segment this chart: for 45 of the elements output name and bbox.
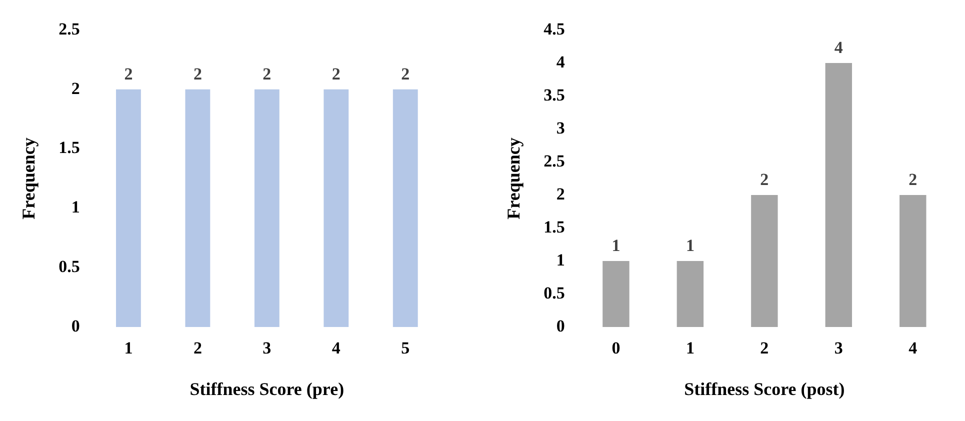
y-tick-label: 3.5 — [544, 85, 565, 104]
x-tick-label: 1 — [124, 338, 133, 358]
data-label: 1 — [612, 236, 620, 255]
data-label: 2 — [124, 64, 133, 84]
x-tick-label: 4 — [908, 338, 918, 358]
y-tick-label: 1.5 — [58, 138, 80, 158]
y-tick-label: 2 — [71, 78, 80, 98]
data-label: 2 — [332, 64, 340, 84]
x-tick-label: 3 — [262, 338, 272, 358]
bar — [825, 63, 852, 327]
bar — [676, 261, 704, 327]
x-tick-label: 0 — [612, 338, 620, 358]
bar — [900, 195, 926, 327]
x-tick-label: 3 — [834, 338, 843, 358]
y-tick-label: 1.5 — [544, 217, 565, 236]
y-tick-label: 0.5 — [58, 256, 80, 276]
y-tick-label: 4 — [556, 52, 566, 72]
y-axis-title: Frequency — [503, 138, 524, 220]
y-tick-label: 1 — [556, 250, 565, 270]
x-tick-label: 2 — [760, 338, 769, 358]
data-label: 2 — [908, 170, 918, 189]
y-tick-label: 0 — [556, 316, 565, 336]
y-axis-title: Frequency — [18, 138, 38, 220]
data-label: 2 — [401, 64, 410, 84]
data-label: 2 — [193, 64, 202, 84]
data-label: 1 — [686, 236, 694, 255]
data-label: 2 — [760, 170, 769, 189]
x-axis-title: Stiffness Score (post) — [684, 378, 845, 399]
y-tick-label: 3 — [556, 118, 565, 138]
x-tick-label: 5 — [401, 338, 410, 358]
bar — [602, 261, 630, 327]
data-label: 4 — [834, 38, 844, 57]
bar — [751, 195, 778, 327]
x-tick-label: 4 — [332, 338, 341, 358]
x-tick-label: 1 — [686, 338, 694, 358]
y-tick-label: 0.5 — [544, 283, 565, 302]
x-axis-title: Stiffness Score (pre) — [190, 378, 344, 399]
y-tick-label: 1 — [71, 198, 80, 217]
y-tick-label: 0 — [71, 316, 80, 336]
y-tick-label: 2.5 — [58, 19, 80, 38]
data-label: 2 — [262, 64, 272, 84]
y-tick-label: 2 — [556, 184, 565, 204]
y-tick-label: 4.5 — [544, 19, 565, 38]
y-tick-label: 2.5 — [544, 151, 565, 170]
x-tick-label: 2 — [193, 338, 202, 358]
